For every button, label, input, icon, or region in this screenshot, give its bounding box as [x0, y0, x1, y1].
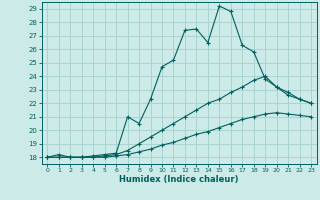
X-axis label: Humidex (Indice chaleur): Humidex (Indice chaleur)	[119, 175, 239, 184]
